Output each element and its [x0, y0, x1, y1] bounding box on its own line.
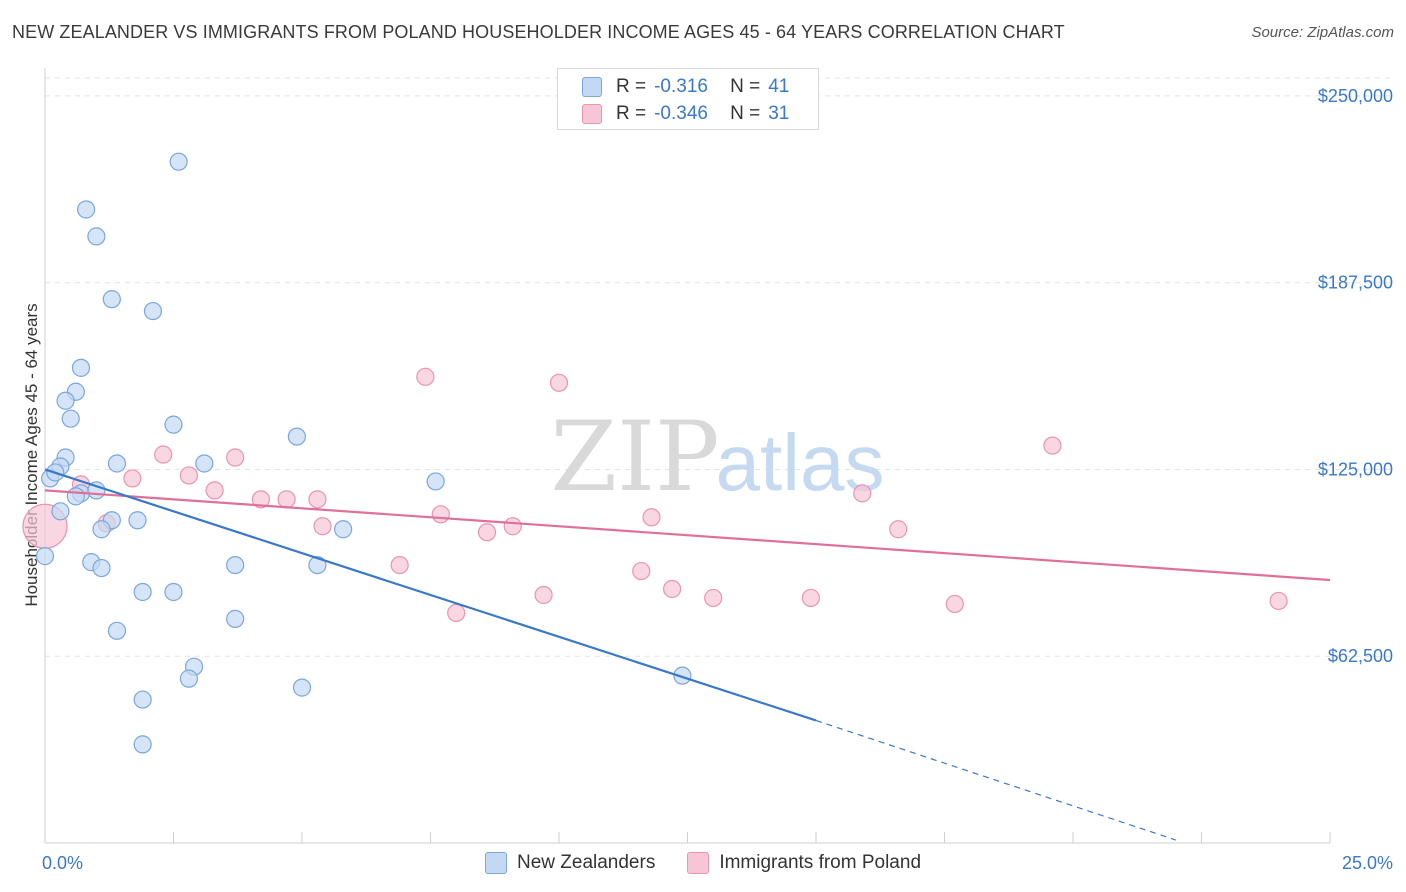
series-nz-points — [35, 152, 692, 754]
y-tick-labels: $62,500 $125,000 $187,500 $250,000 — [1318, 86, 1393, 666]
data-point-poland — [251, 490, 270, 509]
data-point-nz — [292, 678, 312, 697]
data-point-poland — [308, 490, 327, 509]
data-point-poland — [313, 517, 332, 536]
data-point-nz — [133, 582, 152, 602]
y-tick-label: $250,000 — [1318, 86, 1393, 106]
data-point-nz — [143, 301, 163, 321]
data-point-nz — [164, 582, 183, 602]
watermark-zip: ZIP — [550, 401, 719, 513]
legend-label-poland: Immigrants from Poland — [719, 852, 922, 873]
data-point-poland — [477, 523, 497, 542]
data-point-nz — [164, 415, 183, 434]
legend-r-value: -0.316 — [654, 76, 708, 97]
data-point-nz — [92, 520, 111, 539]
data-point-nz — [107, 454, 127, 473]
data-point-nz — [35, 547, 55, 566]
x-tick-labels: 0.0% 25.0% — [42, 853, 1393, 873]
correlation-legend: R = -0.316 N = 41 R = -0.346 N = 31 — [557, 68, 819, 130]
legend-n-value: 31 — [768, 103, 790, 124]
legend-r-label: R = — [616, 76, 647, 97]
data-point-nz — [133, 735, 152, 754]
y-tick-label: $187,500 — [1318, 273, 1393, 293]
source-credit: Source: ZipAtlas.com — [1251, 24, 1394, 41]
legend-item-poland[interactable]: Immigrants from Poland — [687, 852, 921, 874]
data-point-nz — [128, 511, 147, 530]
series-poland-points — [22, 367, 1288, 623]
data-point-poland — [123, 469, 142, 488]
data-point-nz — [56, 391, 75, 410]
legend-r-label: R = — [616, 103, 647, 124]
data-point-nz — [66, 487, 85, 506]
data-point-poland — [226, 448, 245, 467]
series-legend: New Zealanders Immigrants from Poland — [0, 852, 1406, 874]
legend-swatch-pink — [582, 104, 602, 124]
legend-row-nz: R = -0.316 N = 41 — [582, 75, 789, 99]
data-point-poland — [1269, 591, 1288, 611]
trend-line-nz — [44, 468, 817, 722]
watermark: ZIP atlas — [550, 401, 884, 513]
data-point-nz — [169, 152, 188, 171]
legend-n-label: N = — [730, 76, 761, 97]
legend-item-nz[interactable]: New Zealanders — [484, 852, 656, 874]
data-point-poland — [431, 505, 450, 524]
legend-label-nz: New Zealanders — [516, 852, 656, 873]
data-point-poland — [447, 603, 466, 623]
data-point-poland — [503, 517, 522, 536]
data-point-poland — [642, 508, 661, 527]
data-point-poland — [534, 585, 553, 605]
x-tick-label: 25.0% — [1342, 853, 1393, 873]
trend-lines — [44, 468, 1331, 841]
data-point-nz — [334, 520, 353, 539]
data-point-nz — [107, 621, 127, 640]
data-point-poland — [801, 588, 820, 608]
data-point-poland — [179, 466, 199, 485]
y-tick-label: $125,000 — [1318, 459, 1393, 479]
axes — [44, 68, 1331, 844]
data-point-nz — [133, 690, 152, 709]
data-point-poland — [945, 594, 964, 614]
data-point-poland — [662, 579, 682, 599]
data-point-poland — [704, 588, 723, 608]
data-point-nz — [92, 558, 111, 578]
data-point-poland — [416, 367, 435, 386]
data-point-nz — [195, 454, 214, 473]
data-point-nz — [71, 358, 91, 377]
data-point-nz — [673, 666, 692, 685]
data-point-nz — [61, 409, 80, 428]
data-point-nz — [426, 472, 445, 491]
data-point-poland — [853, 484, 872, 503]
legend-swatch-blue — [582, 77, 602, 97]
data-point-nz — [226, 609, 245, 628]
data-point-nz — [77, 200, 96, 219]
data-point-nz — [51, 502, 70, 521]
data-point-nz — [179, 669, 199, 688]
legend-r-value: -0.346 — [654, 103, 708, 124]
trend-line-nz-extension — [815, 719, 1176, 841]
data-point-poland — [889, 520, 908, 539]
trend-line-poland — [44, 489, 1331, 582]
data-point-nz — [87, 227, 106, 246]
chart-title: NEW ZEALANDER VS IMMIGRANTS FROM POLAND … — [12, 22, 1065, 42]
data-point-poland — [549, 373, 569, 392]
legend-swatch-pink — [687, 852, 710, 874]
x-tick-label: 0.0% — [42, 853, 83, 873]
data-point-poland — [390, 555, 409, 575]
data-point-poland — [1043, 436, 1062, 455]
data-point-nz — [287, 427, 306, 446]
legend-row-poland: R = -0.346 N = 31 — [582, 102, 789, 126]
data-point-nz — [226, 555, 245, 575]
legend-n-value: 41 — [768, 76, 790, 97]
data-point-nz — [308, 555, 327, 575]
data-point-poland — [632, 561, 651, 581]
data-point-poland — [277, 490, 296, 509]
data-point-poland — [205, 481, 224, 500]
y-tick-label: $62,500 — [1328, 646, 1393, 666]
data-point-nz — [102, 290, 121, 309]
data-point-poland — [154, 445, 173, 464]
legend-swatch-blue — [484, 852, 507, 874]
legend-n-label: N = — [730, 103, 761, 124]
